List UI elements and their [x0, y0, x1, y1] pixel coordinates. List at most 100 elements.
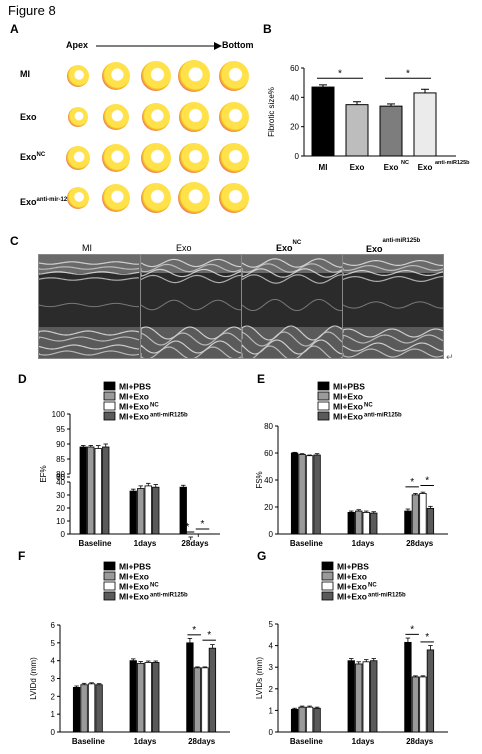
legend-swatch — [321, 561, 334, 571]
panel-a-label: A — [10, 22, 19, 36]
y-axis-label: LVIDd (mm) — [29, 657, 38, 700]
echo-trace — [141, 326, 241, 340]
echo-trace — [141, 340, 241, 354]
bar — [347, 660, 355, 733]
y-tick-label: 60 — [290, 64, 299, 73]
y-tick-label: 20 — [264, 503, 273, 512]
x-tick-label: 1days — [134, 737, 157, 746]
x-tick-label: Baseline — [72, 737, 105, 746]
echo-trace — [242, 258, 342, 268]
echo-trace — [141, 263, 241, 273]
x-tick-sup: anti-miR125b — [435, 160, 470, 166]
echo-label-exo-nc: ExoNC — [276, 240, 302, 253]
significance-star: * — [410, 624, 414, 635]
legend-label: MI+Exoanti-miR125b — [119, 412, 188, 422]
bar — [355, 663, 363, 733]
significance-star: * — [186, 522, 190, 533]
bar — [137, 662, 145, 733]
heart-section — [179, 143, 209, 173]
heart-section — [142, 103, 170, 131]
significance-star: * — [425, 476, 429, 487]
bar — [95, 684, 103, 733]
echo-trace — [39, 271, 140, 275]
bar — [186, 642, 194, 733]
y-axis-label: Fibrotic size% — [267, 87, 276, 137]
echo-trace — [343, 270, 443, 276]
bar — [137, 488, 145, 535]
legend-sup: anti-miR125b — [368, 593, 406, 599]
x-tick-label: 28days — [181, 539, 209, 548]
y-tick-label: 40 — [56, 478, 65, 487]
y-tick-label: 0 — [51, 728, 56, 737]
x-tick-label: 1days — [352, 539, 375, 548]
legend-sup: NC — [368, 583, 377, 589]
legend-swatch — [103, 401, 116, 411]
bar — [152, 486, 160, 535]
y-tick-label: 0 — [269, 728, 274, 737]
panel-g-label: G — [257, 549, 267, 563]
bar — [413, 92, 437, 157]
bar — [404, 641, 412, 733]
echo-image-mi — [38, 254, 141, 359]
echo-trace — [141, 274, 241, 284]
heart-section — [68, 107, 88, 127]
x-tick-label: MI — [319, 163, 328, 172]
bar — [290, 452, 299, 535]
bar — [305, 706, 314, 733]
heart-section — [219, 183, 249, 213]
bar — [208, 647, 217, 733]
bar — [362, 511, 370, 535]
significance-star: * — [201, 519, 205, 530]
significance-star: * — [207, 630, 211, 641]
heart-section — [219, 102, 249, 132]
bar — [87, 446, 95, 535]
y-tick-label: 1 — [269, 706, 274, 715]
echo-trace — [343, 301, 443, 309]
legend-swatch — [321, 571, 334, 581]
panel-d-label: D — [18, 372, 27, 386]
bar — [290, 708, 299, 733]
bar — [426, 649, 435, 733]
bar — [179, 486, 187, 535]
y-tick-label: 6 — [51, 621, 56, 630]
legend-swatch — [103, 561, 116, 571]
x-tick-label: 1days — [352, 737, 375, 746]
y-tick-label: 4 — [51, 657, 56, 666]
y-axis-label: FS% — [255, 471, 264, 488]
bar — [411, 494, 420, 535]
y-tick-label: 60 — [56, 473, 65, 482]
significance-star: * — [338, 68, 342, 79]
legend-label: MI+Exo — [119, 392, 149, 402]
y-axis-label: EF% — [39, 465, 48, 482]
legend-label: MI+Exoanti-miR125b — [119, 592, 188, 602]
legend-swatch — [103, 591, 116, 601]
echo-trace — [343, 275, 443, 283]
bar — [347, 511, 355, 535]
echo-trace — [343, 260, 443, 266]
y-tick-label: 3 — [269, 663, 274, 672]
bar — [298, 453, 306, 535]
y-tick-label: 95 — [56, 425, 65, 434]
y-tick-label: 85 — [56, 455, 65, 464]
x-tick-label: Baseline — [290, 737, 323, 746]
bar — [379, 105, 403, 157]
legend-swatch — [103, 411, 116, 421]
echo-trace — [39, 261, 140, 265]
legend-label: MI+PBS — [337, 562, 369, 572]
echo-trace — [242, 339, 342, 355]
legend-label: MI+Exo — [337, 572, 367, 582]
echo-trace — [343, 342, 443, 352]
return-mark: ↵ — [446, 352, 454, 362]
legend-swatch — [317, 381, 330, 391]
legend-swatch — [321, 581, 334, 591]
bar — [419, 493, 427, 535]
echo-trace — [141, 332, 241, 346]
echo-trace — [141, 346, 241, 358]
bar — [87, 683, 96, 733]
bar — [426, 507, 435, 535]
y-tick-label: 40 — [264, 476, 273, 485]
legend-sup: NC — [150, 583, 159, 589]
